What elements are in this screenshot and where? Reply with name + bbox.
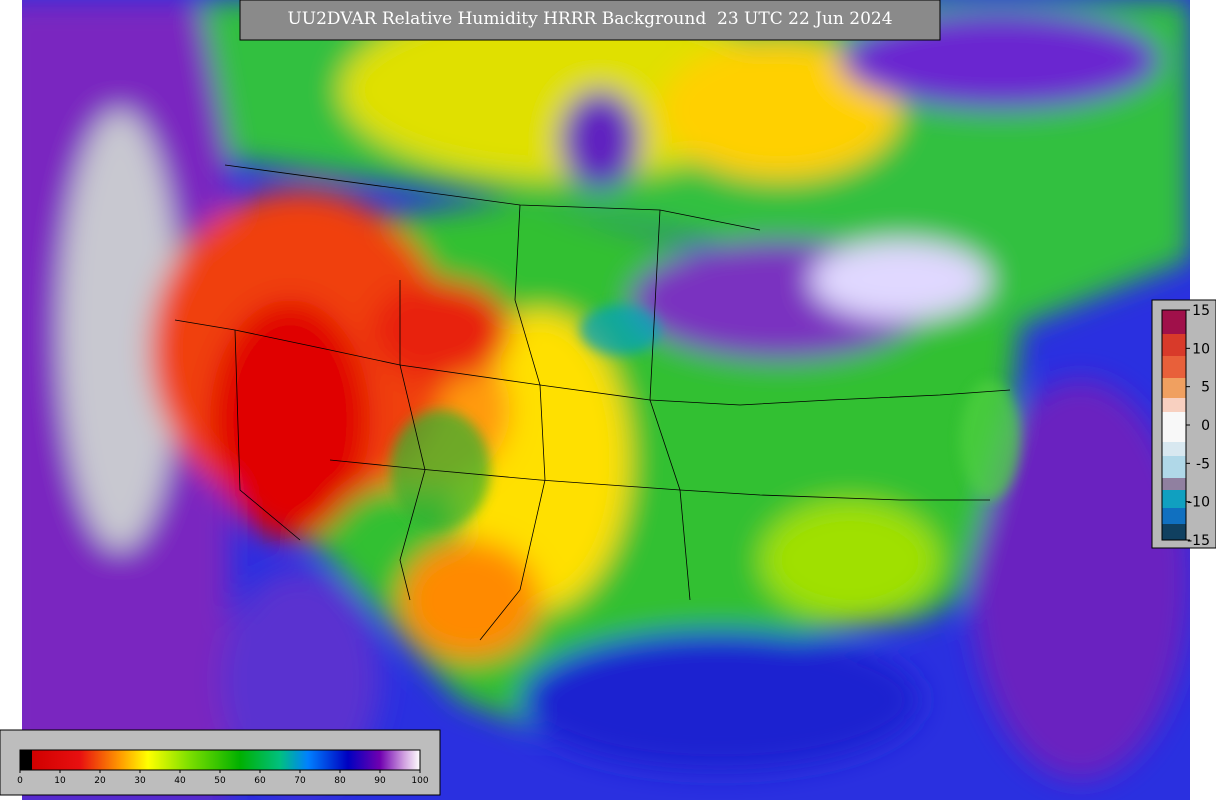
colorbar-tick-label: 60 (254, 776, 266, 786)
increment-tick-label: -5 (1196, 456, 1210, 472)
colorbar-tick-label: 50 (214, 776, 226, 786)
increment-tick-label: 10 (1192, 341, 1210, 357)
colorbar-tick-label: 0 (17, 776, 23, 786)
colorbar-tick-label: 30 (134, 776, 146, 786)
colorbar-tick-label: 20 (94, 776, 106, 786)
map-title: UU2DVAR Relative Humidity HRRR Backgroun… (287, 9, 892, 29)
increment-tick-label: -10 (1187, 495, 1210, 511)
colorbar-tick-label: 10 (54, 776, 66, 786)
rh-colorbar (19, 749, 421, 771)
increment-tick-label: -15 (1187, 533, 1210, 549)
colorbar-tick-label: 90 (374, 776, 386, 786)
increment-tick-label: 0 (1201, 418, 1210, 434)
colorbar-tick-label: 80 (334, 776, 346, 786)
increment-tick-label: 5 (1201, 380, 1210, 396)
colorbar-tick-label: 40 (174, 776, 186, 786)
boundaries (174, 164, 1011, 641)
title-box (239, 0, 941, 41)
colorbar-tick-label: 100 (411, 776, 428, 786)
increment-colorbar (1161, 309, 1187, 541)
colorbar-tick-label: 70 (294, 776, 306, 786)
increment-tick-label: 15 (1192, 303, 1210, 319)
map-field (22, 0, 1190, 800)
